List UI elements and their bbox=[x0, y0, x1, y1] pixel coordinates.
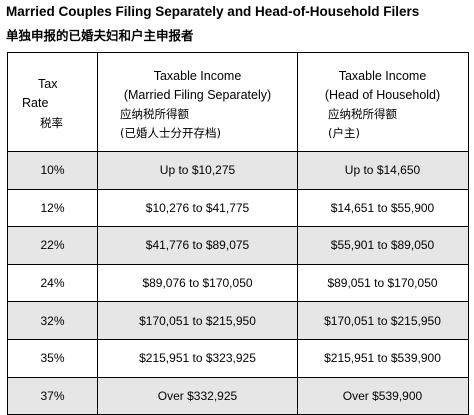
hoh-cell: $14,651 to $55,900 bbox=[330, 200, 435, 215]
rate-cell: 37% bbox=[8, 377, 98, 415]
table-body: 10% Up to $10,275 Up to $14,650 12% $10,… bbox=[8, 152, 468, 415]
header-tax-rate: Tax Rate 税率 bbox=[8, 53, 98, 151]
table-row: 24% $89,076 to $170,050 $89,051 to $170,… bbox=[8, 263, 468, 302]
hoh-cell: Up to $14,650 bbox=[344, 163, 421, 178]
rate-cell: 10% bbox=[8, 152, 98, 189]
hoh-cell: $170,051 to $215,950 bbox=[324, 313, 441, 328]
table-row: 37% Over $332,925 Over $539,900 bbox=[8, 376, 468, 415]
rate-cell: 32% bbox=[8, 302, 98, 339]
header-hoh-zh1: 应纳税所得额 bbox=[328, 107, 397, 121]
rate-cell: 24% bbox=[8, 264, 98, 302]
header-hoh-zh2: (户主) bbox=[328, 126, 360, 140]
header-mfs: Taxable Income (Married Filing Separatel… bbox=[98, 53, 298, 151]
header-rate-label: Rate bbox=[22, 96, 49, 110]
rate-cell: 35% bbox=[8, 339, 98, 377]
hoh-cell: Over $539,900 bbox=[342, 388, 423, 403]
rate-cell: 12% bbox=[8, 189, 98, 227]
header-hoh: Taxable Income (Head of Household) 应纳税所得… bbox=[298, 53, 467, 151]
header-mfs-line1: Taxable Income bbox=[153, 69, 242, 83]
table-row: 12% $10,276 to $41,775 $14,651 to $55,90… bbox=[8, 188, 468, 227]
header-hoh-line1: Taxable Income bbox=[338, 69, 427, 83]
header-tax-label: Tax bbox=[38, 77, 58, 91]
hoh-cell: $89,051 to $170,050 bbox=[327, 276, 438, 291]
mfs-cell: $215,951 to $323,925 bbox=[98, 339, 298, 377]
table-row: 10% Up to $10,275 Up to $14,650 bbox=[8, 152, 468, 189]
tax-bracket-table: Tax Rate 税率 Taxable Income (Married Fili… bbox=[7, 52, 469, 415]
mfs-cell: Up to $10,275 bbox=[98, 152, 298, 189]
header-hoh-line2: (Head of Household) bbox=[324, 88, 441, 102]
hoh-cell: $55,901 to $89,050 bbox=[330, 238, 435, 253]
table-row: 22% $41,776 to $89,075 $55,901 to $89,05… bbox=[8, 226, 468, 264]
page-title: Married Couples Filing Separately and He… bbox=[6, 4, 420, 19]
header-mfs-zh1: 应纳税所得额 bbox=[120, 107, 189, 121]
header-rate-zh: 税率 bbox=[40, 116, 63, 130]
rate-cell: 22% bbox=[8, 227, 98, 264]
mfs-cell: Over $332,925 bbox=[98, 377, 298, 415]
page-subtitle: 单独申报的已婚夫妇和户主申报者 bbox=[6, 28, 194, 43]
header-mfs-line2: (Married Filing Separately) bbox=[123, 88, 272, 102]
mfs-cell: $41,776 to $89,075 bbox=[98, 227, 298, 264]
mfs-cell: $170,051 to $215,950 bbox=[98, 302, 298, 339]
mfs-cell: $89,076 to $170,050 bbox=[98, 264, 298, 302]
table-header-row: Tax Rate 税率 Taxable Income (Married Fili… bbox=[8, 53, 468, 152]
table-row: 32% $170,051 to $215,950 $170,051 to $21… bbox=[8, 301, 468, 339]
mfs-cell: $10,276 to $41,775 bbox=[98, 189, 298, 227]
header-mfs-zh2: (已婚人士分开存档) bbox=[120, 126, 221, 140]
hoh-cell: $215,951 to $539,900 bbox=[324, 351, 441, 366]
table-row: 35% $215,951 to $323,925 $215,951 to $53… bbox=[8, 338, 468, 377]
